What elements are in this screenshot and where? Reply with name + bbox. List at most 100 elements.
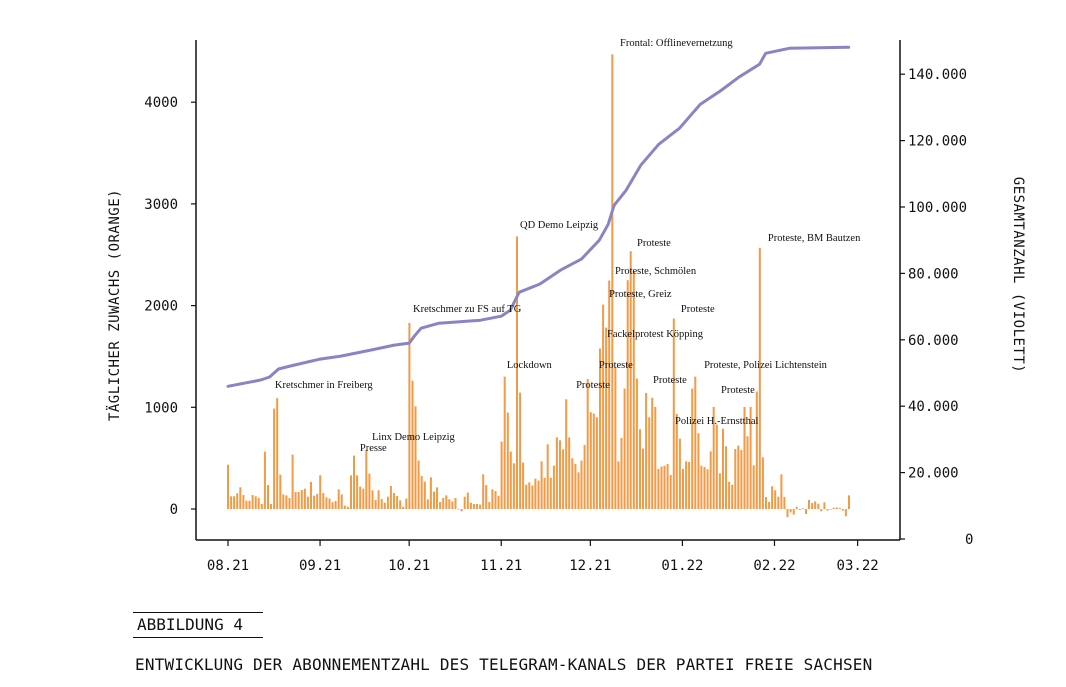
bar bbox=[660, 466, 663, 509]
annotation-label: Proteste bbox=[637, 238, 671, 249]
bar bbox=[768, 502, 771, 509]
bar bbox=[227, 464, 229, 509]
bar bbox=[303, 488, 306, 509]
bar bbox=[712, 406, 715, 509]
bar bbox=[691, 388, 694, 509]
bar bbox=[540, 461, 543, 509]
bar bbox=[651, 397, 654, 509]
bar bbox=[310, 481, 312, 509]
bar bbox=[270, 504, 272, 509]
bar bbox=[568, 437, 571, 509]
bar bbox=[688, 462, 691, 509]
x-ticks: 08.21 09.21 10.21 11.21 12.21 01.22 02.22 03.22 bbox=[207, 540, 879, 574]
bar bbox=[595, 417, 598, 509]
bar bbox=[728, 481, 731, 509]
annotation-label: Linx Demo Leipzig bbox=[372, 432, 456, 443]
bar bbox=[599, 348, 601, 509]
bar bbox=[442, 498, 445, 509]
bar bbox=[678, 438, 681, 509]
annotation-label: Lockdown bbox=[507, 360, 553, 371]
bar bbox=[439, 502, 442, 509]
bar bbox=[608, 280, 611, 509]
bar bbox=[555, 437, 558, 509]
right-axis-label: GESAMTANZAHL (VIOLETT) bbox=[1010, 177, 1026, 373]
bar bbox=[356, 475, 359, 509]
bar bbox=[273, 408, 276, 509]
bar bbox=[494, 491, 497, 509]
bar bbox=[841, 509, 844, 511]
bar bbox=[423, 481, 426, 509]
bar bbox=[577, 472, 580, 509]
bar bbox=[586, 378, 589, 509]
bar bbox=[512, 463, 515, 509]
bar bbox=[380, 499, 383, 509]
bar bbox=[580, 460, 583, 509]
bar bbox=[368, 473, 371, 509]
bar bbox=[506, 412, 509, 509]
annotation-label: Proteste, Schmölen bbox=[615, 266, 697, 277]
bar bbox=[731, 484, 734, 509]
bar bbox=[808, 499, 810, 509]
bar bbox=[291, 454, 294, 509]
bar bbox=[353, 455, 355, 509]
bar bbox=[654, 406, 657, 509]
bar bbox=[777, 496, 780, 509]
bar bbox=[405, 498, 408, 509]
bar-series bbox=[227, 54, 850, 518]
bar bbox=[350, 475, 352, 509]
bar bbox=[251, 495, 254, 509]
annotation-label: Proteste bbox=[653, 375, 687, 386]
annotation-label: Proteste bbox=[681, 304, 715, 315]
annotation-label: Kretschmer in Freiberg bbox=[275, 380, 374, 391]
bar bbox=[737, 445, 740, 509]
annotation-label: Kretschmer zu FS auf TG bbox=[413, 304, 522, 315]
bar bbox=[574, 463, 577, 509]
annotation-label: Proteste bbox=[721, 385, 755, 396]
bar bbox=[805, 509, 807, 514]
bar bbox=[829, 509, 832, 510]
x-tick-label: 09.21 bbox=[299, 558, 341, 574]
right-tick-label: 100.000 bbox=[908, 200, 967, 216]
bar bbox=[774, 490, 777, 509]
bar bbox=[319, 475, 322, 509]
bar bbox=[282, 494, 285, 509]
bar bbox=[648, 417, 651, 509]
bar bbox=[552, 465, 555, 509]
bar bbox=[393, 493, 395, 509]
x-tick-label: 10.21 bbox=[388, 558, 430, 574]
bar bbox=[334, 501, 337, 509]
bar bbox=[639, 429, 641, 509]
bar bbox=[343, 505, 346, 509]
bar bbox=[448, 499, 451, 509]
bar bbox=[383, 502, 386, 509]
bar bbox=[823, 502, 826, 509]
bar bbox=[629, 251, 632, 509]
bar bbox=[546, 444, 549, 509]
bar bbox=[386, 496, 389, 509]
x-tick-label: 12.21 bbox=[569, 558, 611, 574]
bar bbox=[820, 509, 823, 512]
bar bbox=[497, 495, 500, 509]
bar bbox=[500, 441, 503, 509]
bar bbox=[798, 509, 801, 510]
bar bbox=[611, 54, 614, 510]
bar bbox=[743, 406, 746, 509]
bar bbox=[749, 406, 752, 509]
bar bbox=[666, 463, 669, 509]
bar bbox=[463, 496, 466, 509]
bar bbox=[562, 449, 565, 509]
bar bbox=[780, 474, 783, 509]
bar bbox=[362, 488, 365, 509]
right-tick-label: 0 bbox=[965, 532, 973, 548]
bar bbox=[417, 460, 420, 509]
left-tick-label: 2000 bbox=[144, 299, 178, 315]
left-tick-label: 1000 bbox=[144, 400, 178, 416]
bar bbox=[260, 504, 263, 509]
left-ticks: 0 1000 2000 3000 4000 bbox=[144, 95, 196, 518]
bar bbox=[516, 236, 518, 509]
bar bbox=[294, 492, 297, 509]
bar bbox=[623, 388, 626, 509]
bar bbox=[844, 509, 847, 517]
bar bbox=[396, 496, 399, 509]
annotation-label: Proteste, Greiz bbox=[609, 289, 672, 300]
